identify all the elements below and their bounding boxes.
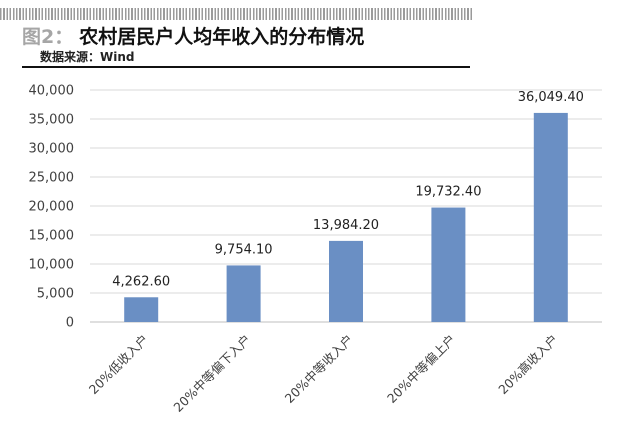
y-tick-label: 15,000 (29, 229, 75, 244)
y-tick-label: 35,000 (29, 113, 75, 128)
x-tick-label: 20%中等偏上户 (384, 332, 458, 406)
y-tick-label: 40,000 (29, 84, 75, 99)
header-hatch-decoration (0, 8, 472, 20)
data-label: 4,262.60 (112, 274, 170, 289)
data-label: 9,754.10 (215, 242, 273, 257)
x-tick-label: 20%中等收入户 (282, 332, 356, 406)
y-tick-label: 25,000 (29, 171, 75, 186)
y-tick-label: 5,000 (37, 287, 74, 302)
header-rule (22, 66, 470, 68)
y-tick-label: 20,000 (29, 200, 75, 215)
bar (533, 112, 568, 322)
bar (329, 240, 363, 322)
y-tick-label: 10,000 (29, 258, 75, 273)
figure-number: 图2： (22, 25, 74, 48)
data-label: 19,732.40 (415, 185, 481, 200)
y-tick-label: 0 (66, 316, 74, 331)
data-label: 36,049.40 (518, 90, 584, 105)
bar (431, 207, 466, 322)
y-tick-label: 30,000 (29, 142, 75, 157)
figure-header: 图2： 农村居民户人均年收入的分布情况 数据来源：Wind (0, 0, 640, 70)
figure-source: 数据来源：Wind (40, 50, 135, 64)
figure-title-row: 图2： 农村居民户人均年收入的分布情况 (22, 20, 364, 50)
x-tick-label: 20%高收入户 (495, 332, 561, 398)
x-tick-label: 20%中等偏下入户 (170, 332, 253, 415)
bar (226, 265, 261, 322)
data-label: 13,984.20 (313, 218, 379, 233)
figure-title: 农村居民户人均年收入的分布情况 (79, 25, 365, 48)
x-tick-label: 20%低收入户 (86, 332, 152, 398)
bar (124, 297, 159, 322)
